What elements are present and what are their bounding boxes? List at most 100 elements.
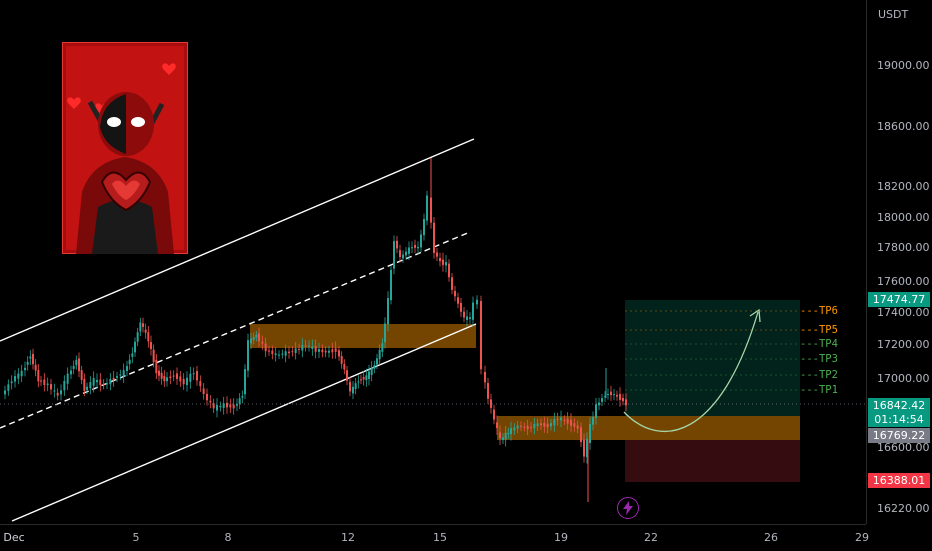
candle	[352, 386, 354, 394]
price-tick: 17400.00	[877, 306, 930, 319]
candle	[80, 370, 83, 380]
candle	[244, 369, 246, 395]
candle	[7, 384, 10, 391]
chart-area[interactable]	[0, 0, 866, 524]
candle	[451, 277, 453, 290]
candle	[78, 358, 80, 372]
candle	[294, 348, 297, 354]
candle	[420, 234, 422, 248]
candle	[99, 379, 102, 386]
candle	[338, 350, 340, 357]
candle	[83, 378, 86, 391]
candle	[50, 384, 52, 390]
candle	[4, 390, 6, 395]
candle	[102, 383, 105, 385]
candle	[252, 337, 255, 340]
candle	[560, 417, 562, 421]
price-tick: 17800.00	[877, 241, 930, 254]
candle	[343, 363, 346, 370]
candle	[189, 373, 192, 382]
candle	[311, 346, 314, 350]
candle	[563, 419, 566, 421]
candle	[396, 240, 398, 249]
lightning-icon[interactable]	[617, 497, 639, 519]
candle	[186, 377, 188, 386]
candle	[619, 394, 621, 400]
candle	[56, 392, 59, 396]
time-axis[interactable]: Dec 5 8 12 15 19 22 26 29	[0, 524, 869, 551]
candle	[109, 379, 112, 385]
candle	[490, 399, 492, 408]
candle	[321, 349, 324, 353]
time-label: 19	[554, 531, 568, 544]
price-tick: 18200.00	[877, 180, 930, 193]
price-tick: 16600.00	[877, 441, 930, 454]
currency-label[interactable]: USDT	[878, 8, 909, 21]
candle	[199, 381, 202, 387]
time-label: 15	[433, 531, 447, 544]
candle	[106, 383, 108, 385]
candle	[155, 359, 158, 374]
candle	[507, 432, 510, 434]
candle	[576, 425, 579, 429]
projection-curve	[623, 311, 759, 433]
candle	[357, 381, 360, 383]
price-tick: 17000.00	[877, 372, 930, 385]
candle	[454, 290, 456, 297]
candle	[37, 370, 40, 382]
candle	[566, 418, 569, 424]
candle	[268, 350, 270, 352]
candle	[92, 378, 95, 386]
price-tick: 17200.00	[877, 338, 930, 351]
candle	[526, 425, 529, 430]
tp6-label: ---TP6	[800, 305, 838, 317]
channel-bottom-line	[11, 323, 477, 522]
candle	[70, 370, 72, 375]
candle	[24, 367, 26, 371]
candle	[160, 372, 163, 379]
time-label: 8	[224, 531, 232, 544]
candle	[131, 353, 134, 357]
profit-zone	[625, 300, 800, 416]
candle	[212, 403, 215, 409]
candle	[399, 250, 401, 258]
candle	[476, 299, 478, 305]
candle	[63, 380, 66, 391]
tp1-label: ---TP1	[800, 384, 838, 396]
candle	[496, 422, 498, 429]
candle	[169, 376, 172, 379]
candle	[226, 402, 228, 408]
price-axis[interactable]	[866, 0, 932, 524]
candle	[556, 418, 559, 420]
candle	[448, 263, 450, 278]
candle	[122, 370, 125, 377]
candles	[4, 158, 627, 502]
candle	[378, 349, 381, 360]
candle	[466, 316, 468, 320]
candle	[32, 353, 34, 365]
candle	[484, 372, 486, 383]
price-chart[interactable]	[0, 0, 866, 524]
candle	[520, 425, 522, 427]
candle	[540, 423, 542, 426]
candle	[14, 376, 16, 382]
candle	[147, 332, 150, 342]
candle	[34, 364, 37, 371]
candle	[613, 394, 615, 396]
candle	[550, 423, 552, 427]
candle	[604, 396, 606, 398]
candle	[274, 353, 277, 356]
candle	[390, 269, 392, 301]
candle	[586, 438, 588, 458]
candle	[445, 262, 447, 266]
candle	[119, 374, 122, 376]
candle	[318, 349, 320, 352]
channel-top-line	[0, 138, 475, 342]
candle	[387, 298, 389, 325]
candle	[166, 377, 168, 382]
candle	[592, 417, 594, 425]
candle	[96, 379, 98, 383]
candle	[480, 300, 482, 370]
candle	[423, 219, 425, 236]
price-tick: 19000.00	[877, 59, 930, 72]
